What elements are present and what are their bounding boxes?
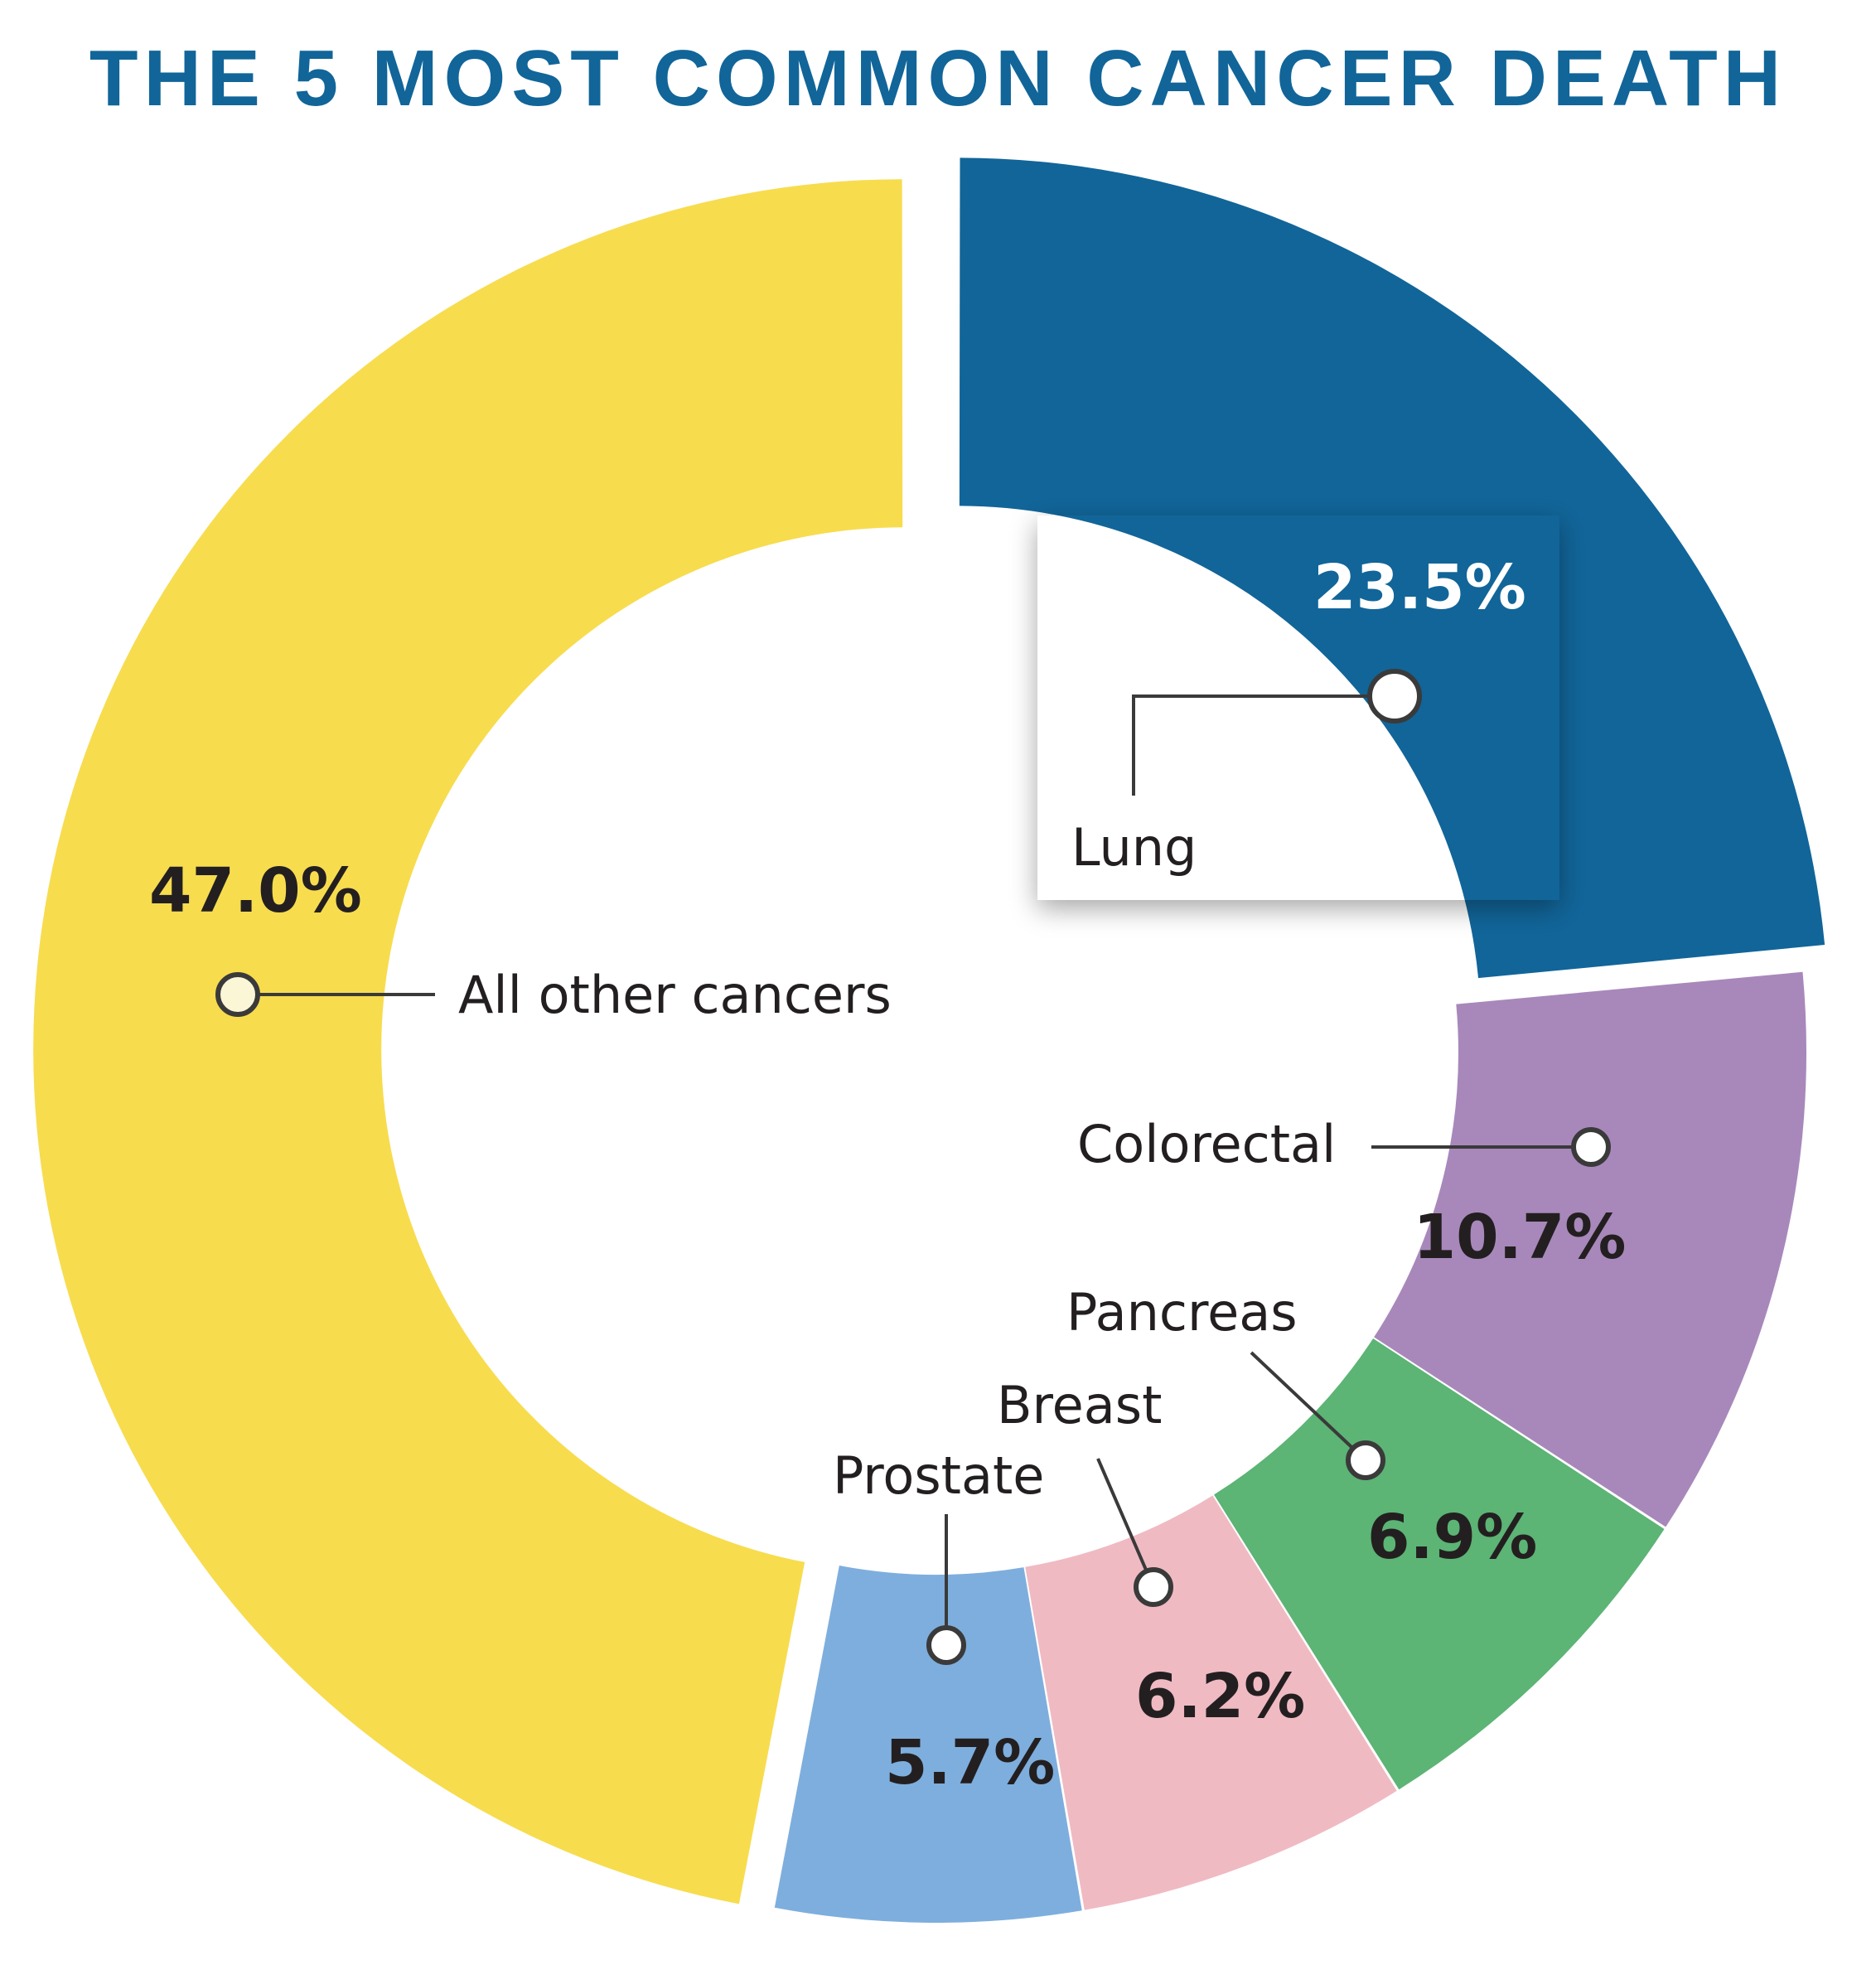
colorectal-marker <box>1571 1127 1611 1167</box>
pancreas-label: Pancreas <box>1066 1282 1298 1343</box>
other-value: 47.0% <box>149 855 362 927</box>
lung-marker <box>1367 669 1422 724</box>
pancreas-value: 6.9% <box>1367 1502 1537 1573</box>
lung-label: Lung <box>1071 817 1197 878</box>
breast-marker <box>1134 1567 1173 1607</box>
other-marker <box>215 972 260 1017</box>
breast-slice <box>1025 1495 1397 1910</box>
lung-slice-highlight <box>1057 515 1559 900</box>
lung-value: 23.5% <box>1313 552 1526 623</box>
breast-value: 6.2% <box>1135 1661 1305 1732</box>
colorectal-slice <box>1374 971 1806 1527</box>
colorectal-value: 10.7% <box>1414 1202 1627 1273</box>
prostate-value: 5.7% <box>885 1727 1055 1798</box>
all-other-cancers-slice <box>33 179 903 1905</box>
lung-highlight-card <box>1037 515 1559 900</box>
colorectal-label: Colorectal <box>1077 1114 1336 1174</box>
pancreas-slice <box>1214 1338 1665 1790</box>
breast-leader-line <box>1096 1458 1155 1588</box>
breast-label: Breast <box>997 1375 1162 1435</box>
other-label: All other cancers <box>458 965 892 1025</box>
pancreas-marker <box>1346 1440 1385 1480</box>
pancreas-leader-line <box>1250 1351 1367 1462</box>
chart-title: THE 5 MOST COMMON CANCER DEATH <box>89 34 1787 123</box>
lung-leader-line <box>1132 695 1395 796</box>
prostate-slice <box>774 1566 1082 1923</box>
prostate-label: Prostate <box>833 1445 1044 1506</box>
prostate-marker <box>926 1625 966 1665</box>
